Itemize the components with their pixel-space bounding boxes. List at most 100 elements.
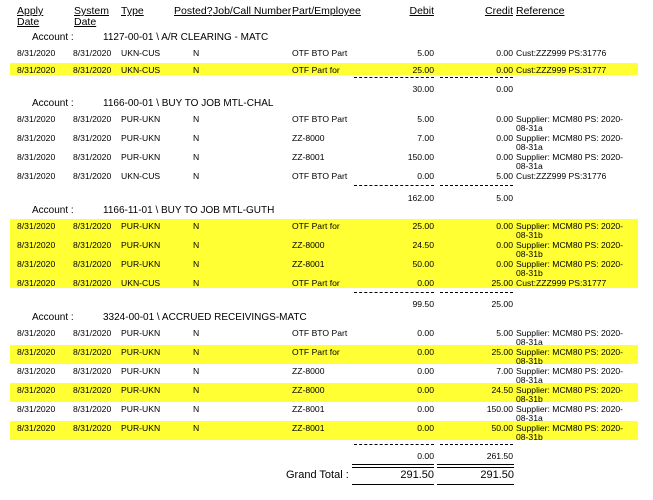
posted-flag: N xyxy=(193,240,200,250)
highlight-band xyxy=(10,383,638,402)
debit-amount: 0.00 xyxy=(417,328,434,338)
system-date: 8/31/2020 xyxy=(73,385,112,395)
debit-subtotal: 0.00 xyxy=(417,451,434,461)
reference-line2: 08-31a xyxy=(516,161,543,171)
system-date: 8/31/2020 xyxy=(73,328,112,338)
part-employee: ZZ-8000 xyxy=(292,240,325,250)
reference-line1: Supplier: MCM80 PS: 2020- xyxy=(516,240,623,250)
type: UKN-CUS xyxy=(121,48,161,58)
type: PUR-UKN xyxy=(121,347,161,357)
type: PUR-UKN xyxy=(121,423,161,433)
grand-total-debit: 291.50 xyxy=(400,469,434,481)
account-label: Account : xyxy=(32,205,74,216)
reference-line2: 08-31b xyxy=(516,249,543,259)
credit-subtotal: 0.00 xyxy=(496,84,513,94)
reference-line2: 08-31b xyxy=(516,268,543,278)
part-employee: OTF BTO Part xyxy=(292,48,348,58)
col-posted: Posted? xyxy=(174,5,213,17)
account-label: Account : xyxy=(32,312,74,323)
part-employee: ZZ-8001 xyxy=(292,404,325,414)
credit-amount: 0.00 xyxy=(496,65,513,75)
reference-line2: 08-31b xyxy=(516,394,543,404)
subtotal-rule-credit xyxy=(440,77,513,78)
posted-flag: N xyxy=(193,114,200,124)
apply-date: 8/31/2020 xyxy=(17,328,56,338)
part-employee: ZZ-8000 xyxy=(292,133,325,143)
grand-total-label: Grand Total : xyxy=(286,469,349,481)
apply-date: 8/31/2020 xyxy=(17,65,56,75)
reference-line1: Supplier: MCM80 PS: 2020- xyxy=(516,385,623,395)
credit-amount: 0.00 xyxy=(496,48,513,58)
debit-amount: 0.00 xyxy=(417,385,434,395)
part-employee: ZZ-8000 xyxy=(292,366,325,376)
debit-subtotal: 30.00 xyxy=(412,84,434,94)
reference-line1: Supplier: MCM80 PS: 2020- xyxy=(516,366,623,376)
reference-line1: Supplier: MCM80 PS: 2020- xyxy=(516,347,623,357)
debit-amount: 7.00 xyxy=(417,133,434,143)
subtotal-rule-credit xyxy=(440,185,513,186)
apply-date: 8/31/2020 xyxy=(17,171,56,181)
part-employee: OTF Part for xyxy=(292,278,340,288)
credit-amount: 0.00 xyxy=(496,221,513,231)
debit-subtotal: 99.50 xyxy=(412,299,434,309)
reference-line1: Supplier: MCM80 PS: 2020- xyxy=(516,423,623,433)
debit-subtotal: 162.00 xyxy=(407,193,434,203)
system-date: 8/31/2020 xyxy=(73,423,112,433)
reference-line1: Supplier: MCM80 PS: 2020- xyxy=(516,328,623,338)
type: PUR-UKN xyxy=(121,404,161,414)
debit-amount: 25.00 xyxy=(412,65,434,75)
part-employee: OTF BTO Part xyxy=(292,328,348,338)
part-employee: ZZ-8000 xyxy=(292,385,325,395)
type: PUR-UKN xyxy=(121,240,161,250)
system-date: 8/31/2020 xyxy=(73,65,112,75)
type: PUR-UKN xyxy=(121,152,161,162)
system-date: 8/31/2020 xyxy=(73,152,112,162)
posted-flag: N xyxy=(193,259,200,269)
grand-total-rule-debit-bottom xyxy=(352,484,434,485)
reference-line2: 08-31b xyxy=(516,230,543,240)
type: UKN-CUS xyxy=(121,171,161,181)
highlight-band xyxy=(10,421,638,440)
debit-amount: 5.00 xyxy=(417,48,434,58)
col-reference: Reference xyxy=(516,5,565,17)
highlight-band xyxy=(10,219,638,238)
debit-amount: 25.00 xyxy=(412,221,434,231)
reference-line2: 08-31b xyxy=(516,356,543,366)
type: PUR-UKN xyxy=(121,221,161,231)
posted-flag: N xyxy=(193,328,200,338)
posted-flag: N xyxy=(193,152,200,162)
debit-amount: 5.00 xyxy=(417,114,434,124)
posted-flag: N xyxy=(193,65,200,75)
credit-amount: 0.00 xyxy=(496,259,513,269)
type: UKN-CUS xyxy=(121,65,161,75)
credit-amount: 5.00 xyxy=(496,171,513,181)
system-date: 8/31/2020 xyxy=(73,171,112,181)
account-name: 1166-11-01 \ BUY TO JOB MTL-GUTH xyxy=(103,205,275,216)
part-employee: OTF Part for xyxy=(292,65,340,75)
grand-total-credit: 291.50 xyxy=(480,469,514,481)
type: UKN-CUS xyxy=(121,278,161,288)
type: PUR-UKN xyxy=(121,328,161,338)
subtotal-rule-debit xyxy=(354,292,434,293)
subtotal-rule-debit xyxy=(354,185,434,186)
credit-amount: 0.00 xyxy=(496,133,513,143)
account-name: 1166-00-01 \ BUY TO JOB MTL-CHAL xyxy=(103,98,274,109)
reference-line1: Cust:ZZZ999 PS:31776 xyxy=(516,171,607,181)
reference-line1: Cust:ZZZ999 PS:31776 xyxy=(516,48,607,58)
account-label: Account : xyxy=(32,32,74,43)
credit-subtotal: 261.50 xyxy=(486,451,513,461)
posted-flag: N xyxy=(193,385,200,395)
apply-date: 8/31/2020 xyxy=(17,385,56,395)
debit-amount: 0.00 xyxy=(417,278,434,288)
credit-amount: 0.00 xyxy=(496,114,513,124)
part-employee: OTF BTO Part xyxy=(292,171,348,181)
apply-date: 8/31/2020 xyxy=(17,48,56,58)
system-date: 8/31/2020 xyxy=(73,259,112,269)
apply-date: 8/31/2020 xyxy=(17,347,56,357)
reference-line2: 08-31a xyxy=(516,413,543,423)
system-date: 8/31/2020 xyxy=(73,48,112,58)
type: PUR-UKN xyxy=(121,133,161,143)
type: PUR-UKN xyxy=(121,114,161,124)
reference-line1: Cust:ZZZ999 PS:31777 xyxy=(516,65,607,75)
credit-amount: 24.50 xyxy=(491,385,513,395)
